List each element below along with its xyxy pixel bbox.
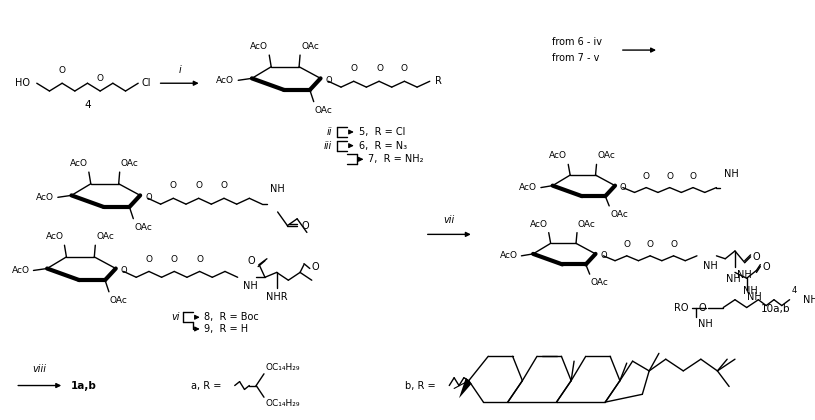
Text: OAc: OAc [578, 220, 596, 229]
Text: O: O [643, 172, 650, 181]
Text: NH: NH [747, 292, 761, 302]
Text: AcO: AcO [70, 159, 88, 168]
Text: O: O [145, 255, 152, 264]
Text: O: O [171, 255, 178, 264]
Text: NH: NH [742, 286, 757, 296]
Text: O: O [601, 251, 607, 260]
Text: O: O [762, 262, 770, 272]
Text: AcO: AcO [46, 232, 64, 241]
Text: NH: NH [243, 281, 258, 291]
Text: 10a,b: 10a,b [761, 304, 791, 315]
Text: NH: NH [737, 270, 751, 281]
Text: O: O [248, 256, 255, 266]
Text: HO: HO [15, 78, 30, 88]
Text: 5,  R = Cl: 5, R = Cl [359, 127, 405, 137]
Text: O: O [121, 266, 127, 275]
Text: NH: NH [270, 184, 284, 194]
Text: Cl: Cl [141, 78, 151, 88]
Text: NH: NH [703, 261, 717, 271]
Polygon shape [459, 378, 472, 398]
Text: O: O [752, 252, 760, 262]
Text: NH: NH [726, 274, 741, 284]
Text: AcO: AcO [11, 266, 29, 275]
Text: O: O [325, 76, 332, 85]
Text: O: O [377, 65, 384, 73]
Text: vii: vii [443, 215, 455, 225]
Text: AcO: AcO [530, 220, 548, 229]
Text: OAc: OAc [591, 278, 609, 287]
Text: 8,  R = Boc: 8, R = Boc [205, 312, 259, 322]
Text: 7,  R = NH₂: 7, R = NH₂ [368, 154, 424, 164]
Text: OAc: OAc [315, 105, 333, 115]
Text: NH: NH [725, 169, 739, 179]
Text: O: O [301, 220, 309, 231]
Text: from 7 - v: from 7 - v [552, 53, 599, 63]
Text: 9,  R = H: 9, R = H [205, 324, 249, 334]
Text: from 6 - iv: from 6 - iv [552, 37, 601, 47]
Text: AcO: AcO [500, 251, 518, 260]
Text: b, R =: b, R = [405, 381, 436, 391]
Text: OAc: OAc [96, 232, 114, 241]
Text: ii: ii [327, 127, 333, 137]
Text: O: O [646, 240, 654, 249]
Text: NH: NH [698, 319, 712, 329]
Text: O: O [666, 172, 673, 181]
Text: OAc: OAc [110, 296, 128, 304]
Text: NHR: NHR [266, 292, 288, 302]
Text: O: O [195, 181, 202, 191]
Text: AcO: AcO [250, 42, 268, 51]
Text: NH: NH [804, 295, 815, 305]
Text: vi: vi [171, 312, 180, 322]
Text: OC₁₄H₂₉: OC₁₄H₂₉ [266, 399, 301, 408]
Text: viii: viii [33, 364, 46, 374]
Text: R: R [434, 76, 442, 86]
Text: iii: iii [324, 141, 333, 151]
Text: O: O [145, 193, 152, 202]
Text: AcO: AcO [36, 193, 54, 202]
Text: AcO: AcO [216, 76, 235, 85]
Text: O: O [350, 65, 357, 73]
Text: OAc: OAc [134, 223, 152, 231]
Text: O: O [312, 262, 319, 272]
Text: O: O [698, 302, 706, 312]
Text: O: O [670, 240, 677, 249]
Text: O: O [401, 65, 408, 73]
Text: O: O [689, 172, 697, 181]
Text: 4: 4 [84, 100, 90, 110]
Text: OAc: OAc [301, 42, 319, 51]
Text: 1a,b: 1a,b [71, 381, 97, 391]
Text: OAc: OAc [121, 159, 139, 168]
Text: AcO: AcO [549, 152, 567, 160]
Text: O: O [623, 240, 630, 249]
Text: i: i [178, 66, 181, 76]
Text: 4: 4 [791, 286, 797, 295]
Text: OAc: OAc [597, 152, 615, 160]
Text: OC₁₄H₂₉: OC₁₄H₂₉ [266, 363, 301, 372]
Text: O: O [196, 255, 203, 264]
Text: OAc: OAc [610, 210, 628, 219]
Text: 6,  R = N₃: 6, R = N₃ [359, 141, 407, 151]
Text: O: O [170, 181, 177, 191]
Text: AcO: AcO [519, 183, 537, 192]
Text: O: O [97, 74, 104, 83]
Text: O: O [221, 181, 227, 191]
Text: O: O [620, 183, 627, 192]
Text: RO: RO [674, 302, 688, 312]
Text: a, R =: a, R = [191, 381, 221, 391]
Text: O: O [59, 66, 66, 76]
